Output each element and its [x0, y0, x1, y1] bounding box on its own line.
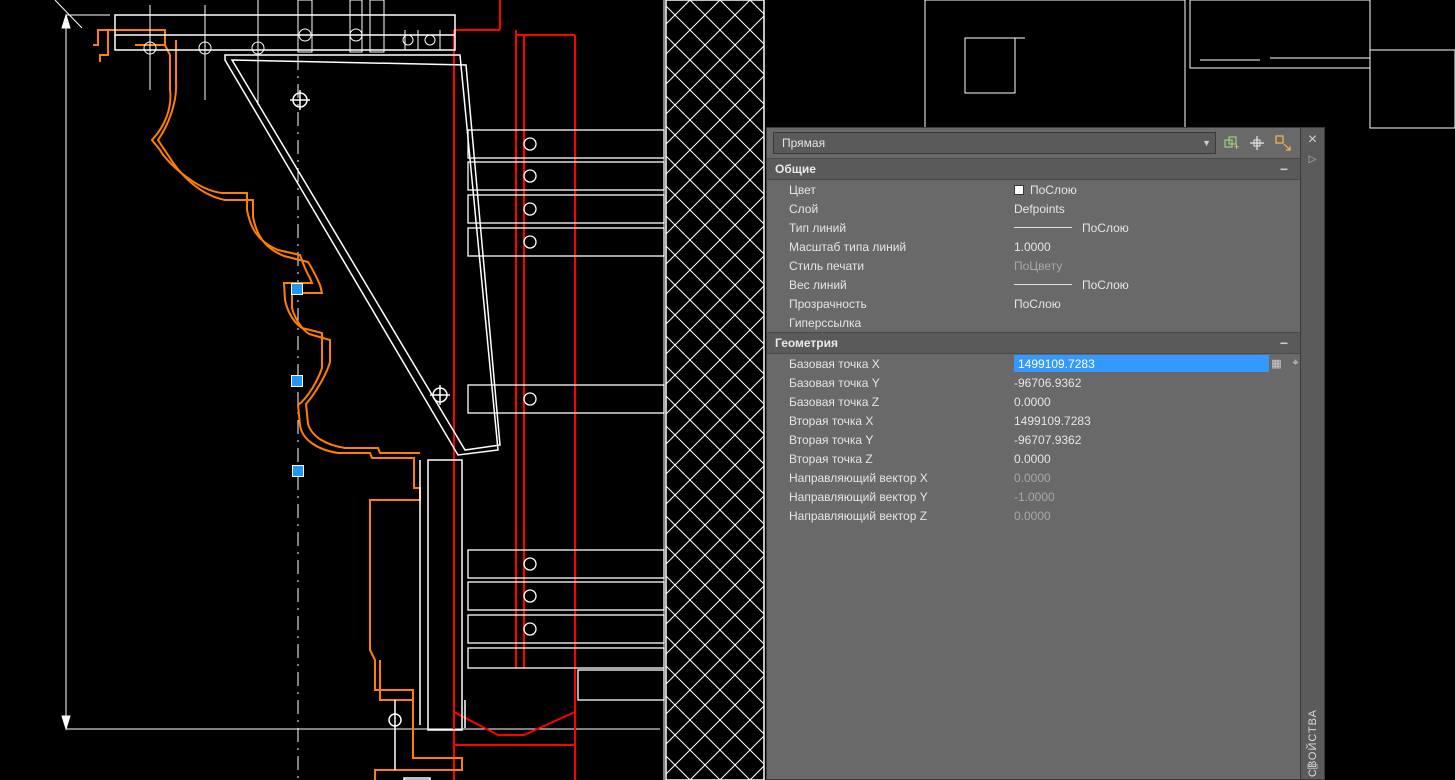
- property-value[interactable]: ПоСлою: [1012, 221, 1300, 235]
- toggle-pickadd-icon[interactable]: +: [1220, 132, 1242, 154]
- properties-palette: Прямая ▼ + Общие − Цвет ПоСлою СлойDefpoints…: [766, 127, 1325, 780]
- linetype-preview-icon: [1014, 284, 1072, 285]
- autohide-pin-icon[interactable]: ▭: [1306, 758, 1318, 774]
- chevron-down-icon: ▼: [1202, 138, 1211, 148]
- section-title: Геометрия: [775, 336, 838, 350]
- property-label: Направляющий вектор X: [767, 471, 1012, 485]
- property-value-text: ПоЦвету: [1014, 259, 1062, 273]
- property-row[interactable]: Направляющий вектор Z0.0000: [767, 506, 1300, 525]
- palette-content: Общие−ЦветПоСлоюСлойDefpointsТип линийПо…: [767, 158, 1300, 779]
- property-value-text: ПоСлою: [1082, 278, 1129, 292]
- property-value[interactable]: 0.0000: [1012, 452, 1300, 466]
- property-value[interactable]: -96707.9362: [1012, 433, 1300, 447]
- property-row[interactable]: Гиперссылка: [767, 313, 1300, 332]
- property-label: Цвет: [767, 183, 1012, 197]
- property-value-text: 1.0000: [1014, 240, 1051, 254]
- property-label: Вторая точка Y: [767, 433, 1012, 447]
- property-value[interactable]: -1.0000: [1012, 490, 1300, 504]
- grip-start[interactable]: [291, 283, 303, 295]
- property-label: Направляющий вектор Y: [767, 490, 1012, 504]
- property-value-text: ПоСлою: [1030, 183, 1077, 197]
- property-label: Базовая точка Z: [767, 395, 1012, 409]
- object-type-selector[interactable]: Прямая ▼: [773, 132, 1216, 154]
- property-value[interactable]: 0.0000: [1012, 471, 1300, 485]
- property-row[interactable]: Вторая точка Y-96707.9362: [767, 430, 1300, 449]
- calculator-icon[interactable]: ▦: [1269, 356, 1284, 371]
- property-label: Вторая точка X: [767, 414, 1012, 428]
- property-value-text: -1.0000: [1014, 490, 1055, 504]
- property-row[interactable]: Направляющий вектор Y-1.0000: [767, 487, 1300, 506]
- pick-point-icon[interactable]: ⌖: [1288, 356, 1300, 371]
- property-row[interactable]: Вес линий ПоСлою: [767, 275, 1300, 294]
- section-header[interactable]: Общие −: [767, 158, 1300, 180]
- property-value[interactable]: ПоЦвету: [1012, 259, 1300, 273]
- property-value-text: 1499109.7283: [1014, 414, 1091, 428]
- property-label: Масштаб типа линий: [767, 240, 1012, 254]
- collapse-left-icon[interactable]: ▷: [1309, 154, 1317, 165]
- property-row[interactable]: Направляющий вектор X0.0000: [767, 468, 1300, 487]
- property-value-text: 0.0000: [1014, 509, 1051, 523]
- close-icon[interactable]: ×: [1308, 132, 1317, 148]
- grip-end[interactable]: [292, 465, 304, 477]
- property-row[interactable]: Стиль печатиПоЦвету: [767, 256, 1300, 275]
- color-swatch-icon: [1014, 185, 1024, 195]
- grip-mid[interactable]: [291, 375, 303, 387]
- property-row[interactable]: СлойDefpoints: [767, 199, 1300, 218]
- property-value[interactable]: 1.0000: [1012, 240, 1300, 254]
- property-value[interactable]: 1499109.7283: [1012, 414, 1300, 428]
- quick-select-icon[interactable]: [1272, 132, 1294, 154]
- property-label: Вес линий: [767, 278, 1012, 292]
- property-value[interactable]: ▦⌖: [1012, 355, 1300, 372]
- property-row[interactable]: Вторая точка Z0.0000: [767, 449, 1300, 468]
- linetype-preview-icon: [1014, 227, 1072, 228]
- property-value-text: 0.0000: [1014, 395, 1051, 409]
- property-value[interactable]: Defpoints: [1012, 202, 1300, 216]
- section-header[interactable]: Геометрия −: [767, 332, 1300, 354]
- property-value[interactable]: 0.0000: [1012, 509, 1300, 523]
- property-label: Стиль печати: [767, 259, 1012, 273]
- property-label: Базовая точка X: [767, 357, 1012, 371]
- property-row[interactable]: ПрозрачностьПоСлою: [767, 294, 1300, 313]
- property-label: Тип линий: [767, 221, 1012, 235]
- collapse-icon[interactable]: −: [1276, 161, 1292, 177]
- property-label: Гиперссылка: [767, 316, 1012, 330]
- object-type-label: Прямая: [782, 136, 825, 150]
- property-value-text: 0.0000: [1014, 452, 1051, 466]
- palette-side-strip: × ▷ СВОЙСТВА ▭: [1300, 128, 1324, 779]
- property-label: Слой: [767, 202, 1012, 216]
- property-value[interactable]: ПоСлою: [1012, 297, 1300, 311]
- property-input[interactable]: [1014, 355, 1269, 372]
- property-row[interactable]: Цвет ПоСлою: [767, 180, 1300, 199]
- property-value-text: -96707.9362: [1014, 433, 1081, 447]
- collapse-icon[interactable]: −: [1276, 335, 1292, 351]
- property-value-text: ПоСлою: [1014, 297, 1061, 311]
- property-row[interactable]: Базовая точка Y-96706.9362: [767, 373, 1300, 392]
- property-value-text: Defpoints: [1014, 202, 1065, 216]
- select-objects-icon[interactable]: [1246, 132, 1268, 154]
- property-value[interactable]: 0.0000: [1012, 395, 1300, 409]
- svg-text:+: +: [1234, 142, 1239, 151]
- property-label: Направляющий вектор Z: [767, 509, 1012, 523]
- property-value[interactable]: ПоСлою: [1012, 278, 1300, 292]
- property-label: Базовая точка Y: [767, 376, 1012, 390]
- property-row[interactable]: Базовая точка X▦⌖: [767, 354, 1300, 373]
- property-value-text: 0.0000: [1014, 471, 1051, 485]
- section-title: Общие: [775, 162, 816, 176]
- property-row[interactable]: Вторая точка X1499109.7283: [767, 411, 1300, 430]
- property-row[interactable]: Базовая точка Z0.0000: [767, 392, 1300, 411]
- property-value-text: -96706.9362: [1014, 376, 1081, 390]
- property-row[interactable]: Тип линий ПоСлою: [767, 218, 1300, 237]
- value-icons: ▦⌖: [1269, 356, 1300, 371]
- property-value[interactable]: ПоСлою: [1012, 183, 1300, 197]
- property-value[interactable]: -96706.9362: [1012, 376, 1300, 390]
- property-label: Вторая точка Z: [767, 452, 1012, 466]
- palette-toolbar: Прямая ▼ +: [767, 128, 1300, 158]
- property-row[interactable]: Масштаб типа линий1.0000: [767, 237, 1300, 256]
- property-label: Прозрачность: [767, 297, 1012, 311]
- property-value-text: ПоСлою: [1082, 221, 1129, 235]
